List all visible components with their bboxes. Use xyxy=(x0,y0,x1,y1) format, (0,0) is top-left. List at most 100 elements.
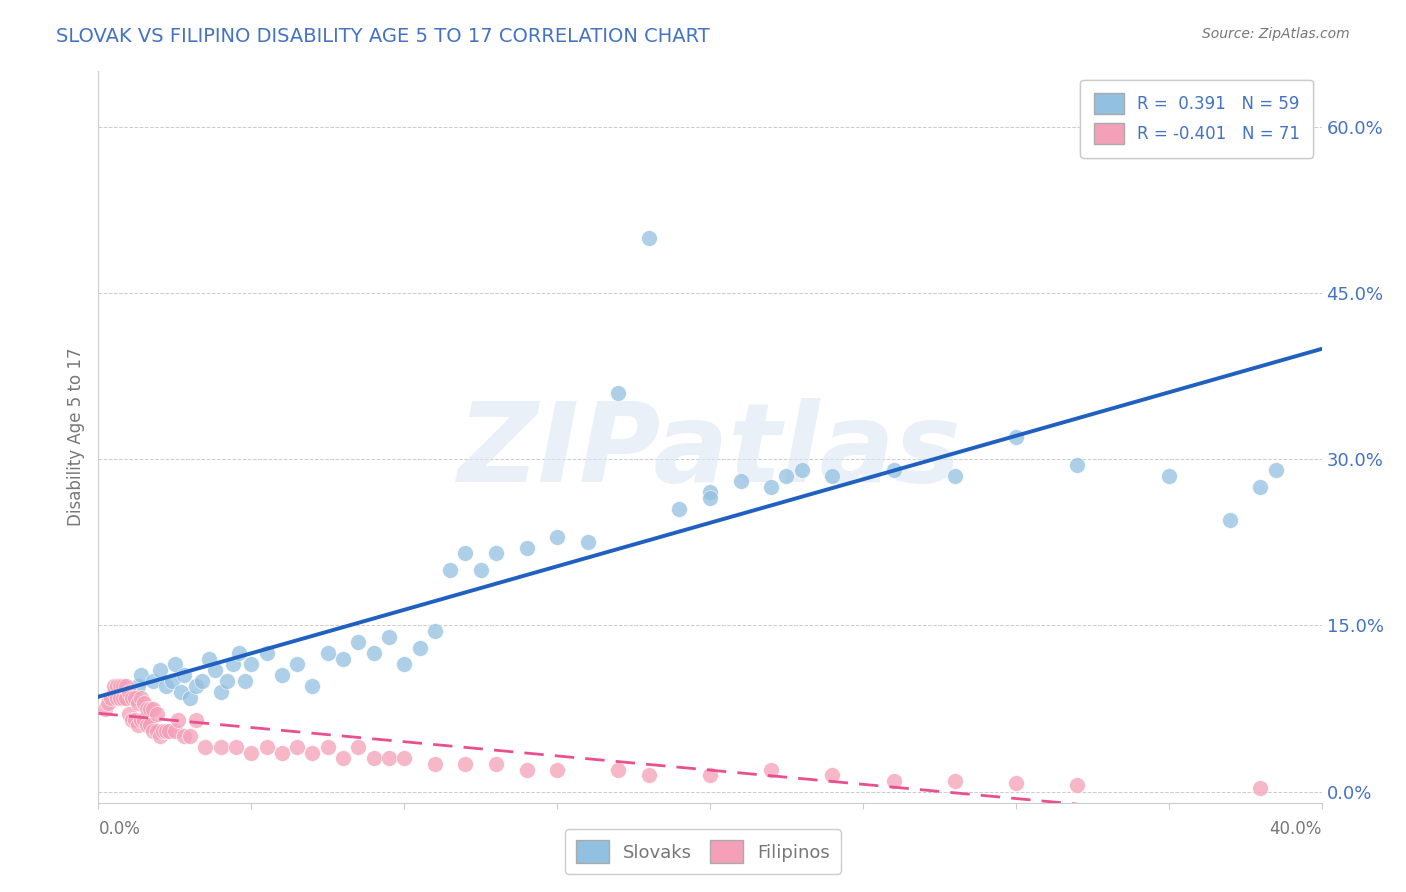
Point xyxy=(115,680,138,694)
Point xyxy=(191,673,214,688)
Point xyxy=(129,690,152,705)
Point xyxy=(316,646,339,660)
Point xyxy=(363,751,385,765)
Point xyxy=(454,757,477,772)
Point xyxy=(1066,778,1088,792)
Point xyxy=(209,685,232,699)
Point xyxy=(209,740,232,755)
Point xyxy=(103,685,125,699)
Point xyxy=(93,701,115,715)
Point xyxy=(454,546,477,560)
Point xyxy=(1066,458,1088,472)
Point xyxy=(1157,468,1180,483)
Point xyxy=(142,673,165,688)
Legend: Slovaks, Filipinos: Slovaks, Filipinos xyxy=(565,830,841,874)
Point xyxy=(1219,513,1241,527)
Point xyxy=(186,713,208,727)
Point xyxy=(883,773,905,788)
Point xyxy=(111,690,134,705)
Point xyxy=(170,685,193,699)
Point xyxy=(134,713,156,727)
Point xyxy=(155,723,177,738)
Point xyxy=(149,663,172,677)
Point xyxy=(105,680,128,694)
Point xyxy=(332,651,354,665)
Point xyxy=(347,635,370,649)
Point xyxy=(136,718,159,732)
Point xyxy=(699,485,721,500)
Point xyxy=(124,713,146,727)
Point xyxy=(186,680,208,694)
Text: 0.0%: 0.0% xyxy=(98,820,141,838)
Point xyxy=(228,646,250,660)
Point xyxy=(139,701,162,715)
Point xyxy=(363,646,385,660)
Point xyxy=(1249,781,1271,796)
Point xyxy=(301,680,323,694)
Point xyxy=(124,690,146,705)
Point xyxy=(607,385,630,400)
Point xyxy=(392,751,416,765)
Point xyxy=(108,680,131,694)
Point xyxy=(127,680,149,694)
Point xyxy=(821,468,844,483)
Point xyxy=(408,640,430,655)
Point xyxy=(163,657,186,672)
Point xyxy=(115,690,138,705)
Point xyxy=(546,763,568,777)
Point xyxy=(775,468,797,483)
Text: 40.0%: 40.0% xyxy=(1270,820,1322,838)
Point xyxy=(730,475,752,489)
Point xyxy=(127,718,149,732)
Point xyxy=(118,685,141,699)
Point xyxy=(485,546,508,560)
Point xyxy=(699,768,721,782)
Point xyxy=(100,690,122,705)
Point xyxy=(105,690,128,705)
Point xyxy=(316,740,339,755)
Point xyxy=(118,707,141,722)
Point xyxy=(204,663,226,677)
Point xyxy=(136,701,159,715)
Point xyxy=(97,696,120,710)
Point xyxy=(485,757,508,772)
Point xyxy=(378,630,401,644)
Point xyxy=(127,696,149,710)
Point xyxy=(943,773,966,788)
Point xyxy=(108,690,131,705)
Point xyxy=(215,673,238,688)
Point xyxy=(668,502,690,516)
Point xyxy=(883,463,905,477)
Point xyxy=(423,757,446,772)
Point xyxy=(233,673,256,688)
Point xyxy=(173,729,195,743)
Point xyxy=(194,740,217,755)
Point xyxy=(347,740,370,755)
Point xyxy=(121,713,143,727)
Point xyxy=(256,740,278,755)
Point xyxy=(179,729,201,743)
Point xyxy=(637,768,661,782)
Point xyxy=(152,723,174,738)
Point xyxy=(270,746,292,760)
Point xyxy=(759,480,782,494)
Point xyxy=(576,535,599,549)
Point xyxy=(197,651,219,665)
Point xyxy=(240,746,263,760)
Point xyxy=(225,740,247,755)
Point xyxy=(270,668,292,682)
Text: Source: ZipAtlas.com: Source: ZipAtlas.com xyxy=(1202,27,1350,41)
Y-axis label: Disability Age 5 to 17: Disability Age 5 to 17 xyxy=(66,348,84,526)
Point xyxy=(790,463,813,477)
Point xyxy=(121,690,143,705)
Point xyxy=(1234,142,1257,156)
Point xyxy=(1249,480,1271,494)
Point xyxy=(129,713,152,727)
Point xyxy=(157,723,180,738)
Point xyxy=(423,624,446,638)
Point xyxy=(222,657,245,672)
Point xyxy=(301,746,323,760)
Point xyxy=(163,723,186,738)
Point xyxy=(439,563,461,577)
Text: SLOVAK VS FILIPINO DISABILITY AGE 5 TO 17 CORRELATION CHART: SLOVAK VS FILIPINO DISABILITY AGE 5 TO 1… xyxy=(56,27,710,45)
